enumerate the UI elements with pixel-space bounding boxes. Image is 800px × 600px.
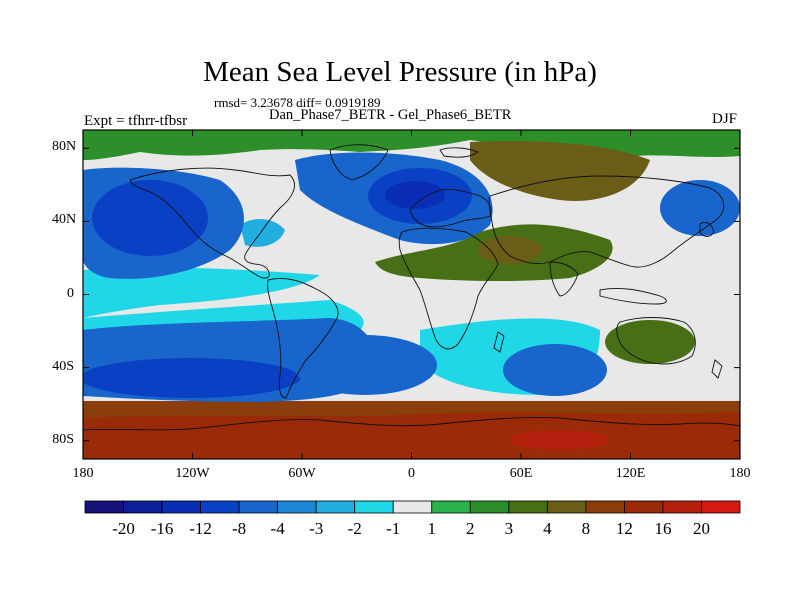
colorbar-swatch xyxy=(84,500,124,514)
experiment-label: Expt = tfhrr-tfbsr xyxy=(84,113,188,129)
colorbar-label: 20 xyxy=(692,519,710,538)
coast-india xyxy=(549,261,579,297)
coast-africa xyxy=(398,227,499,350)
field-antarctica-interior xyxy=(83,412,740,459)
coast-asia xyxy=(488,175,725,268)
field-south-indian-low xyxy=(503,344,607,396)
colorbar-label: -3 xyxy=(309,519,324,538)
axis-ticks xyxy=(82,130,741,459)
x-tick-label: 60W xyxy=(288,466,316,481)
plot-subtitle: Dan_Phase7_BETR - Gel_Phase6_BETR xyxy=(269,107,512,123)
coast-europe xyxy=(409,189,492,228)
colorbar-label: -12 xyxy=(189,519,212,538)
field-middle-east-high xyxy=(478,236,542,264)
y-tick-label: 40N xyxy=(52,212,77,228)
colorbar-swatch xyxy=(315,500,356,514)
field-caribbean xyxy=(240,218,285,247)
colorbar-swatch xyxy=(392,500,433,514)
colorbar-swatch xyxy=(662,500,702,514)
y-tick-label: 80S xyxy=(52,431,74,447)
colorbar-swatch xyxy=(123,500,163,514)
x-tick-label: 180 xyxy=(72,466,94,481)
colorbar-label: -20 xyxy=(112,519,135,538)
coast-new-zealand xyxy=(711,359,723,379)
colorbar-swatch xyxy=(624,500,664,514)
field-tropical-pacific xyxy=(83,267,320,318)
x-tick-label: 120E xyxy=(615,466,646,481)
coast-madagascar xyxy=(493,331,505,353)
season-label: DJF xyxy=(712,111,738,127)
stats-text: rmsd= 3.23678 diff= 0.0919189 xyxy=(214,95,381,110)
colorbar-label: 4 xyxy=(543,519,552,538)
y-tick-label: 80N xyxy=(52,139,77,155)
x-tick-label: 180 xyxy=(729,466,751,481)
colorbar-label: 3 xyxy=(504,519,514,538)
field-siberia-high xyxy=(470,141,650,201)
field-south-atlantic-low xyxy=(293,335,437,395)
field-south-pacific-core xyxy=(83,358,300,398)
plot-title: Mean Sea Level Pressure (in hPa) xyxy=(203,56,597,88)
field-antarctica-high xyxy=(510,430,610,450)
colorbar-label: -8 xyxy=(232,519,247,538)
field-north-pacific-core xyxy=(92,180,208,256)
colorbar-label: -16 xyxy=(150,519,174,538)
coast-north-america xyxy=(129,167,295,279)
colorbar-swatch xyxy=(238,500,279,514)
colorbar-swatch xyxy=(701,500,741,514)
pressure-field xyxy=(83,130,740,459)
colorbar-swatch xyxy=(546,500,587,514)
y-tick-label: 40S xyxy=(52,358,74,374)
colorbar-label: -2 xyxy=(347,519,362,538)
coast-antarctica xyxy=(83,417,740,431)
colorbar-label: 16 xyxy=(654,519,672,538)
colorbar-label: -1 xyxy=(386,519,401,538)
coastlines xyxy=(83,144,740,431)
coast-japan xyxy=(699,221,715,237)
coast-south-america xyxy=(267,278,339,399)
field-iceland-core xyxy=(385,181,445,209)
colorbar-label: 1 xyxy=(427,519,437,538)
coast-arctic-islands xyxy=(439,147,479,158)
coast-indonesia xyxy=(599,287,667,305)
colorbar-label: 2 xyxy=(466,519,475,538)
colorbar-swatch xyxy=(469,500,510,514)
colorbar-label: -4 xyxy=(270,519,285,538)
coast-greenland xyxy=(329,144,389,181)
colorbar-swatch xyxy=(161,500,201,514)
colorbar-label: 12 xyxy=(615,519,633,538)
x-tick-label: 120W xyxy=(175,466,210,481)
y-tick-label: 0 xyxy=(67,285,74,301)
coast-australia xyxy=(616,317,696,365)
colorbar-swatch xyxy=(508,500,548,514)
x-tick-label: 0 xyxy=(408,466,415,481)
x-tick-label: 60E xyxy=(509,466,533,481)
colorbar-swatch xyxy=(200,500,240,514)
colorbar-swatch xyxy=(277,500,317,514)
field-west-pacific-low xyxy=(660,180,740,236)
colorbar-swatch xyxy=(585,500,625,514)
field-australia-high xyxy=(605,320,695,364)
colorbar-swatch xyxy=(431,500,471,514)
colorbar xyxy=(84,500,741,514)
colorbar-swatch xyxy=(354,500,394,514)
colorbar-label: 8 xyxy=(581,519,591,538)
